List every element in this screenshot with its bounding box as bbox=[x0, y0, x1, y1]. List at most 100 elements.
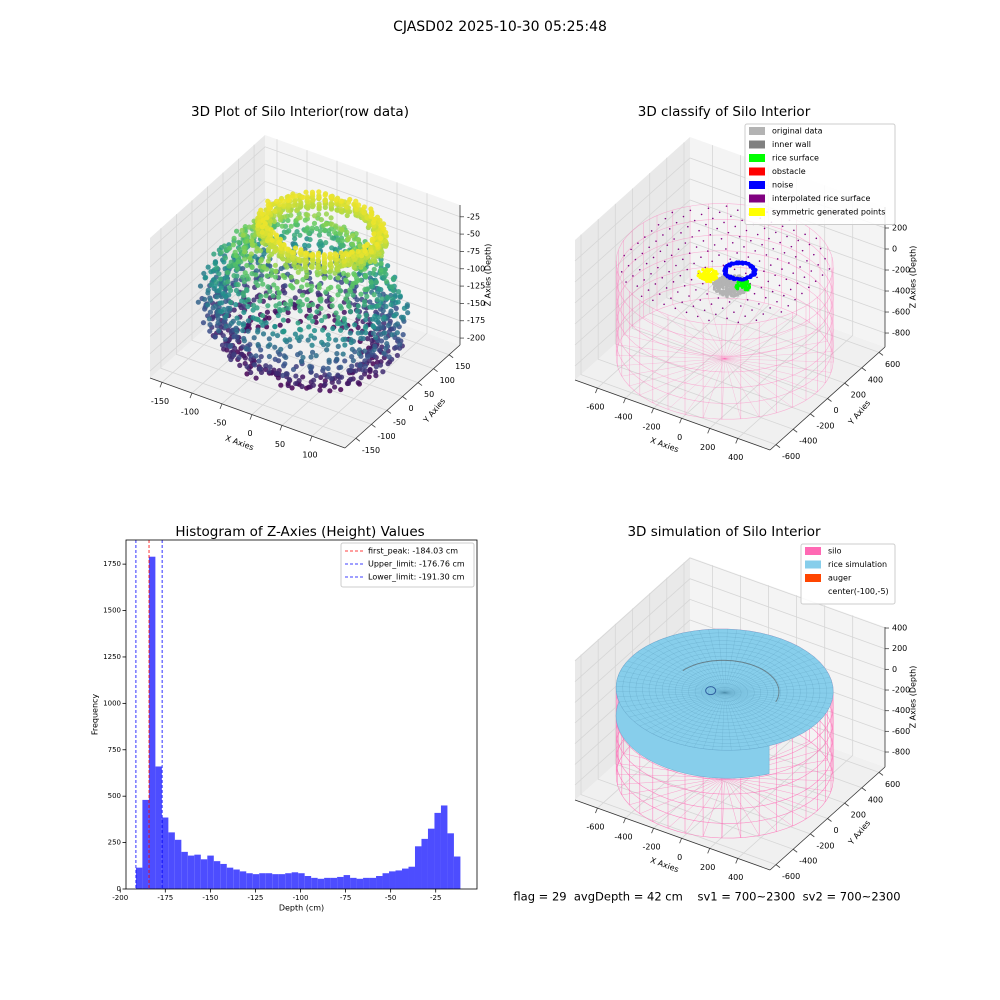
point bbox=[706, 250, 709, 252]
point bbox=[340, 336, 346, 343]
point bbox=[271, 282, 277, 288]
point bbox=[679, 274, 682, 277]
silo-spoke bbox=[724, 358, 777, 413]
point bbox=[712, 217, 714, 220]
point bbox=[280, 317, 287, 323]
point bbox=[368, 279, 374, 285]
point bbox=[315, 252, 321, 258]
point bbox=[259, 229, 265, 235]
point bbox=[693, 219, 696, 222]
legend-label: rice simulation bbox=[828, 560, 887, 569]
silo-spoke bbox=[724, 358, 818, 393]
point bbox=[304, 225, 311, 231]
point bbox=[730, 284, 734, 288]
point bbox=[303, 189, 309, 195]
rice-mesh bbox=[681, 633, 725, 693]
point bbox=[310, 318, 316, 324]
point bbox=[233, 228, 240, 234]
silo-spoke bbox=[629, 777, 725, 806]
tick-mark bbox=[189, 392, 193, 399]
x-tick-label: -25 bbox=[430, 894, 441, 902]
point bbox=[348, 376, 354, 382]
point bbox=[263, 320, 269, 326]
point bbox=[258, 347, 264, 353]
rice-mesh bbox=[634, 692, 725, 722]
point bbox=[720, 237, 723, 240]
point bbox=[233, 287, 240, 294]
point bbox=[270, 293, 276, 299]
point bbox=[255, 341, 261, 348]
silo-spoke bbox=[724, 777, 832, 792]
point bbox=[245, 297, 251, 303]
rice-mesh bbox=[619, 692, 725, 703]
point bbox=[247, 255, 253, 261]
point bbox=[704, 268, 708, 272]
x-tick-label: 100 bbox=[302, 451, 317, 460]
y-tick-label: 200 bbox=[851, 811, 866, 820]
point bbox=[763, 227, 766, 230]
point bbox=[794, 298, 796, 301]
point bbox=[680, 232, 682, 234]
grid-line bbox=[737, 615, 854, 859]
silo-spoke bbox=[724, 777, 807, 820]
point bbox=[670, 297, 672, 299]
point bbox=[222, 255, 228, 261]
point bbox=[259, 273, 265, 279]
point bbox=[231, 307, 237, 313]
point bbox=[356, 313, 362, 319]
point bbox=[319, 339, 325, 345]
y-tick-label: 1250 bbox=[103, 653, 121, 661]
point bbox=[256, 358, 262, 364]
tick-mark bbox=[792, 848, 798, 853]
point bbox=[317, 270, 323, 276]
point bbox=[338, 327, 344, 333]
bar bbox=[194, 854, 201, 889]
point bbox=[260, 312, 266, 319]
silo-spoke bbox=[684, 358, 725, 415]
silo-spoke bbox=[702, 358, 725, 418]
point bbox=[733, 268, 736, 271]
tick-mark bbox=[707, 848, 711, 854]
point bbox=[348, 339, 354, 346]
point bbox=[356, 347, 363, 353]
point bbox=[708, 319, 710, 322]
point bbox=[725, 205, 728, 207]
point bbox=[318, 217, 324, 223]
point bbox=[788, 262, 790, 264]
y-tick-label: 750 bbox=[108, 746, 121, 754]
point bbox=[695, 289, 697, 291]
point bbox=[734, 225, 737, 228]
bar bbox=[427, 828, 435, 889]
y-tick-label: 0 bbox=[117, 885, 121, 893]
point bbox=[338, 243, 344, 249]
rice-mesh bbox=[724, 692, 826, 714]
point bbox=[260, 331, 267, 337]
point bbox=[707, 207, 710, 210]
point bbox=[365, 354, 371, 360]
point bbox=[265, 303, 271, 309]
point bbox=[326, 357, 332, 363]
point bbox=[231, 334, 237, 340]
point bbox=[314, 225, 320, 232]
point bbox=[274, 285, 280, 291]
point bbox=[258, 354, 264, 360]
point bbox=[756, 233, 759, 236]
point bbox=[747, 256, 750, 258]
point bbox=[265, 246, 272, 252]
silo-spoke bbox=[652, 358, 725, 404]
point bbox=[373, 279, 379, 285]
silo-ring bbox=[615, 266, 834, 389]
grid-line bbox=[574, 241, 886, 346]
z-axis-label: Z Axies (Depth) bbox=[909, 246, 918, 309]
point bbox=[217, 300, 223, 306]
legend-label: original data bbox=[772, 127, 823, 136]
point bbox=[338, 198, 344, 204]
bar bbox=[421, 838, 428, 889]
bar bbox=[298, 873, 305, 889]
point bbox=[394, 352, 401, 359]
point bbox=[230, 242, 236, 248]
point bbox=[244, 262, 250, 269]
y-tick-label: 100 bbox=[440, 376, 455, 385]
point bbox=[328, 260, 334, 266]
point bbox=[296, 256, 302, 262]
